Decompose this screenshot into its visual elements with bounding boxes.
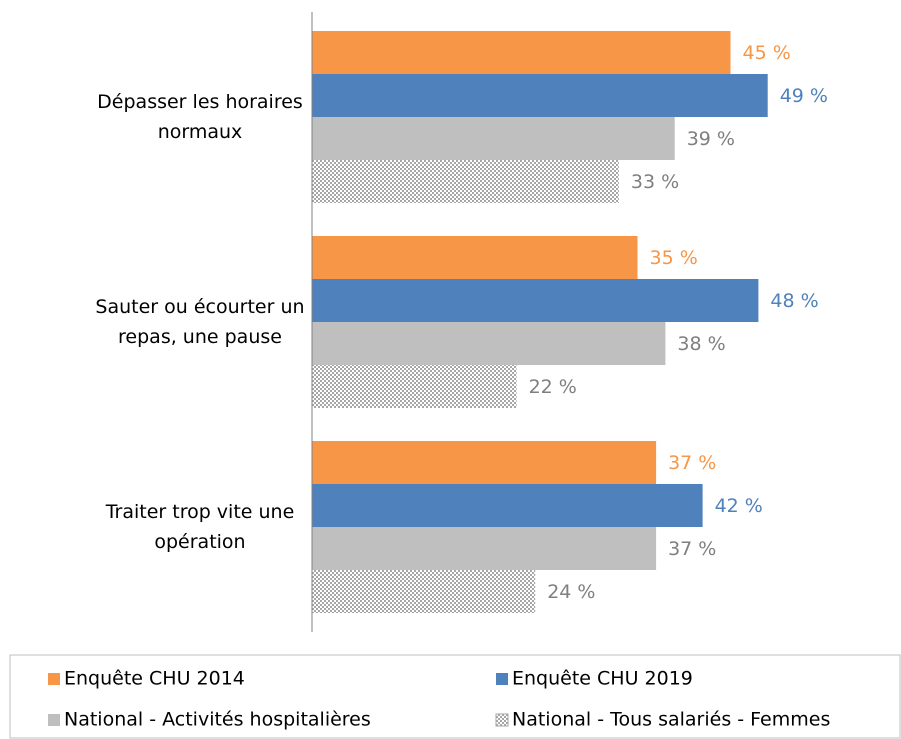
bar: [312, 74, 768, 117]
bar: [312, 31, 731, 74]
value-label: 48 %: [770, 290, 818, 312]
bar: [312, 117, 675, 160]
bar: [312, 527, 657, 570]
value-label: 49 %: [780, 85, 828, 107]
legend-swatch: [495, 713, 509, 727]
value-label: 45 %: [743, 42, 791, 64]
legend-swatch: [48, 714, 60, 726]
value-label: 37 %: [668, 538, 716, 560]
legend-label: Enquête CHU 2019: [512, 668, 693, 690]
value-label: 24 %: [547, 581, 595, 603]
bar: [312, 236, 638, 279]
value-label: 33 %: [631, 171, 679, 193]
bar: [312, 160, 619, 203]
bar: [312, 322, 666, 365]
bar: [312, 484, 703, 527]
legend-swatch: [48, 673, 60, 685]
bar: [312, 279, 759, 322]
legend-label: Enquête CHU 2014: [64, 668, 245, 690]
value-label: 37 %: [668, 452, 716, 474]
value-label: 38 %: [677, 333, 725, 355]
bar: [312, 365, 517, 408]
value-label: 22 %: [529, 376, 577, 398]
legend-box: [9, 654, 901, 739]
legend-label: National - Activités hospitalières: [64, 709, 371, 731]
value-label: 42 %: [715, 495, 763, 517]
category-label: Traiter trop vite une opération: [105, 501, 295, 553]
value-label: 39 %: [687, 128, 735, 150]
legend-label: National - Tous salariés - Femmes: [512, 709, 830, 731]
bar: [312, 441, 657, 484]
category-label: Dépasser les horaires normaux: [97, 91, 303, 143]
category-label: Sauter ou écourter un repas, une pause: [95, 296, 304, 348]
value-label: 35 %: [650, 247, 698, 269]
legend-swatch: [496, 673, 508, 685]
bar: [312, 570, 536, 613]
